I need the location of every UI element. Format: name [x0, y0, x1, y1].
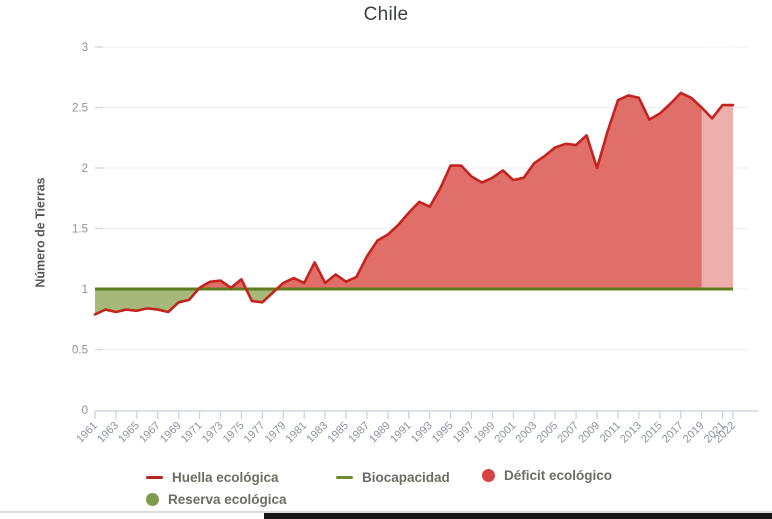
chart-canvas: 00.511.522.53196119631965196719691971197… [72, 33, 758, 446]
x-tick-label: 1979 [263, 420, 289, 446]
x-tick-label: 1991 [388, 420, 414, 446]
x-tick-label: 1967 [137, 420, 163, 446]
y-tick-label: 3 [82, 42, 88, 54]
x-tick-label: 1973 [200, 420, 226, 446]
y-tick-label: 0 [82, 405, 88, 417]
x-tick-label: 1985 [325, 420, 351, 446]
chart-title: Chile [363, 4, 409, 25]
x-tick-label: 1997 [451, 420, 477, 446]
x-tick-label: 2017 [660, 420, 686, 446]
legend-label: Biocapacidad [362, 470, 450, 485]
bottom-divider [0, 511, 772, 513]
legend-label: Huella ecológica [172, 470, 279, 485]
x-tick-label: 1987 [346, 420, 372, 446]
x-tick-label: 2007 [555, 420, 581, 446]
footprint-line [93, 91, 735, 316]
x-tick-label: 1969 [158, 420, 184, 446]
x-tick-label: 1977 [242, 420, 268, 446]
x-tick-label: 2019 [681, 420, 707, 446]
x-tick-label: 1989 [367, 420, 393, 446]
deficit-dot-swatch-icon [482, 469, 495, 482]
legend-item-reserva-ecologica[interactable]: Reserva ecológica [146, 492, 287, 507]
reserve-area [95, 289, 733, 315]
legend-label: Reserva ecológica [168, 492, 287, 507]
reserve-dot-swatch-icon [146, 493, 159, 506]
x-tick-label: 2009 [576, 420, 602, 446]
legend-label: Déficit ecológico [504, 468, 613, 483]
x-tick-label: 2011 [598, 420, 623, 445]
x-tick-label: 1999 [472, 420, 498, 446]
x-tick-label: 2015 [639, 420, 665, 446]
x-tick-label: 1975 [221, 420, 247, 446]
legend-item-huella-ecologica[interactable]: Huella ecológica [146, 470, 279, 485]
x-tick-label: 1963 [95, 420, 121, 446]
y-tick-label: 1 [82, 284, 88, 296]
deficit-area [95, 92, 733, 289]
x-tick-label: 1993 [409, 420, 435, 446]
footprint-line-swatch-icon [146, 475, 163, 480]
y-tick-label: 2 [82, 163, 88, 175]
projection-overlay [701, 33, 733, 289]
x-tick-label: 2013 [618, 420, 644, 446]
x-tick-label: 1965 [116, 420, 142, 446]
biocapacity-line-swatch-icon [336, 475, 353, 480]
x-tick-label: 1981 [284, 420, 310, 446]
bottom-bar [264, 513, 772, 519]
y-tick-label: 1.5 [72, 224, 88, 236]
y-tick-label: 2.5 [72, 103, 88, 115]
x-tick-label: 1971 [179, 420, 205, 446]
legend-item-deficit-ecologico[interactable]: Déficit ecológico [482, 468, 612, 483]
legend-item-biocapacidad[interactable]: Biocapacidad [336, 470, 450, 485]
x-tick-label: 1983 [304, 420, 330, 446]
x-tick-label: 1961 [74, 420, 100, 446]
x-tick-label: 2003 [514, 420, 540, 446]
y-tick-label: 0.5 [72, 345, 88, 357]
x-tick-label: 2001 [493, 420, 519, 446]
x-tick-label: 1995 [430, 420, 456, 446]
x-tick-label: 2005 [535, 420, 561, 446]
